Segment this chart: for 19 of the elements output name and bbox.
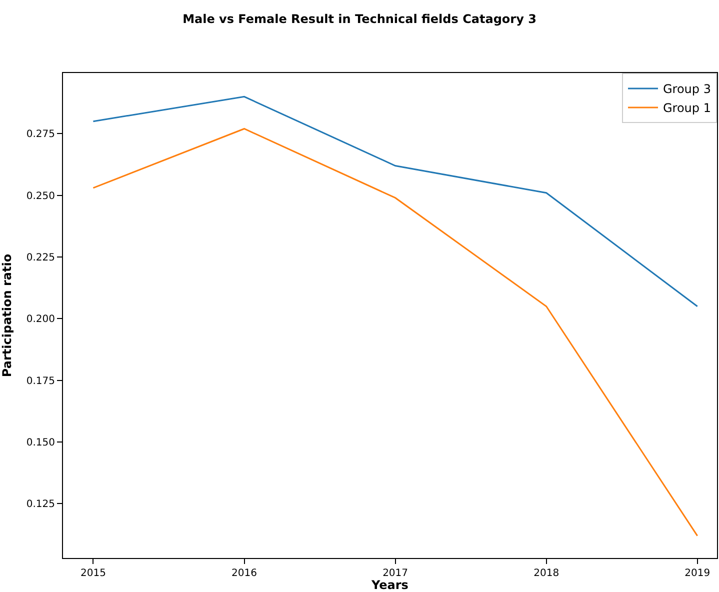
y-tick-label: 0.250 bbox=[26, 190, 55, 202]
y-tick-label: 0.125 bbox=[26, 499, 55, 510]
line-series bbox=[92, 96, 698, 308]
y-tick-label: 0.225 bbox=[26, 252, 55, 264]
legend-label: Group 3 bbox=[663, 82, 711, 96]
x-tick-label: 2019 bbox=[684, 568, 710, 579]
y-tick-label: 0.200 bbox=[26, 314, 55, 326]
y-tick-label: 0.175 bbox=[26, 376, 55, 387]
y-axis-title: Participation ratio bbox=[0, 254, 14, 378]
line-series bbox=[92, 128, 698, 537]
y-tick-label: 0.150 bbox=[26, 438, 55, 449]
legend-label: Group 1 bbox=[663, 101, 711, 116]
x-axis-title: Years bbox=[370, 578, 408, 592]
y-tick-label: 0.275 bbox=[26, 129, 55, 140]
x-tick-label: 2016 bbox=[232, 568, 257, 579]
chart-title: Male vs Female Result in Technical fields Catagory 3 bbox=[182, 12, 536, 26]
x-tick-label: 2017 bbox=[382, 568, 408, 579]
x-tick-label: 2015 bbox=[80, 568, 106, 579]
x-tick-label: 2018 bbox=[534, 568, 560, 579]
